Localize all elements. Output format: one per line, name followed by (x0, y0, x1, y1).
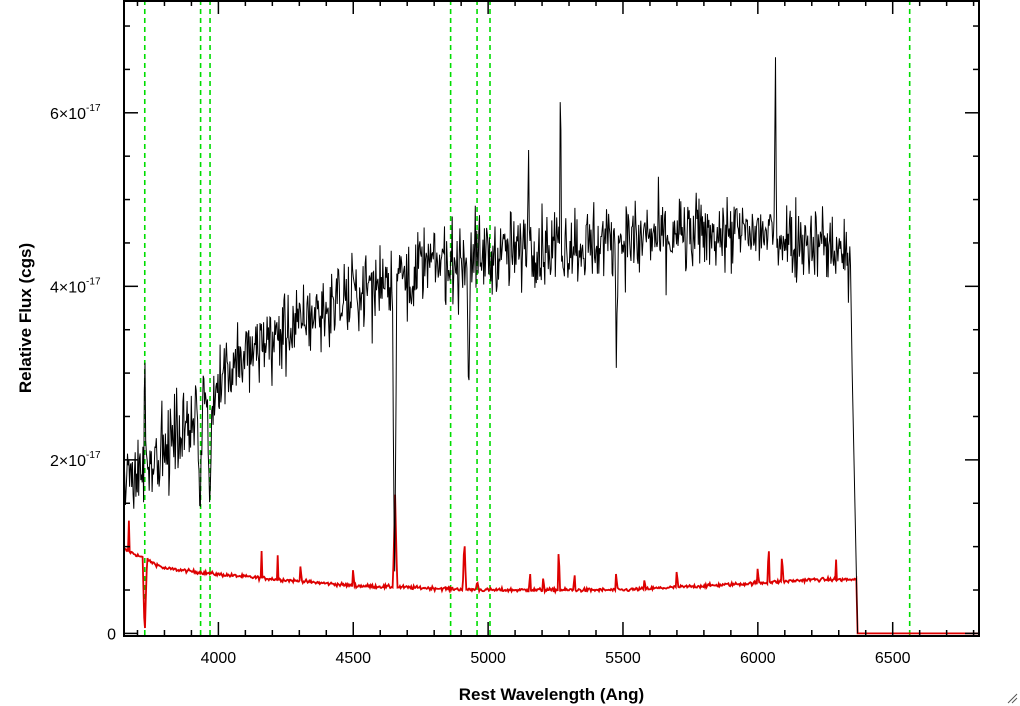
y-tick-times: × (59, 279, 68, 296)
model-line (123, 494, 979, 635)
y-tick-mant: 4 (50, 279, 59, 296)
y-tick-times: × (59, 106, 68, 123)
x-tick-label: 6500 (875, 650, 911, 667)
y-tick-base: 10 (68, 279, 86, 296)
series-layer (123, 57, 979, 635)
spectrum-line (123, 57, 859, 634)
resize-grip-icon[interactable] (1004, 690, 1018, 704)
plot-frame (123, 0, 980, 637)
x-tick-label: 4000 (201, 650, 237, 667)
x-axis-label: Rest Wavelength (Ang) (459, 685, 644, 704)
x-tick-label: 4500 (335, 650, 371, 667)
y-tick-times: × (59, 453, 68, 470)
y-tick-base: 10 (68, 453, 86, 470)
reference-lines (143, 0, 911, 636)
y-tick-base: 10 (68, 106, 86, 123)
y-tick-label: 6×10-17 (50, 103, 101, 123)
y-tick-exp: -17 (86, 276, 101, 287)
x-tick-label: 6000 (740, 650, 776, 667)
x-axis: 4000 4500 5000 5500 6000 6500 (136, 0, 975, 667)
y-axis: 02×10-174×10-176×10-17 (50, 25, 979, 643)
y-tick-exp: -17 (86, 450, 101, 461)
y-tick-label: 4×10-17 (50, 276, 101, 296)
x-tick-label: 5500 (605, 650, 641, 667)
y-tick-exp: -17 (86, 103, 101, 114)
y-tick-mant: 6 (50, 106, 59, 123)
y-tick-label: 2×10-17 (50, 450, 101, 470)
y-tick-label: 0 (107, 626, 116, 643)
y-axis-label: Relative Flux (cgs) (16, 243, 35, 393)
x-tick-label: 5000 (470, 650, 506, 667)
y-tick-mant: 2 (50, 453, 59, 470)
